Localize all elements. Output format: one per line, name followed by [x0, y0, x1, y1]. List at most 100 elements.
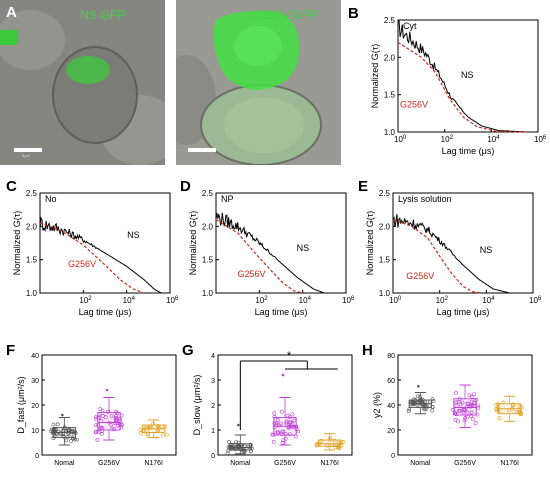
x-tick-label: 102 — [79, 296, 92, 305]
data-point — [453, 417, 458, 422]
y-axis-label: D_slow (μm²/s) — [192, 375, 202, 436]
data-point — [138, 431, 143, 436]
data-point — [280, 440, 285, 445]
y-tick-label: 20 — [31, 403, 39, 410]
data-point — [242, 443, 247, 448]
data-point — [337, 446, 342, 451]
significance-star: * — [287, 350, 292, 362]
data-point — [144, 425, 148, 430]
y-tick-label: 1.0 — [384, 128, 396, 137]
data-point — [272, 425, 277, 430]
data-point — [70, 428, 75, 433]
data-point — [115, 423, 120, 428]
box-chart-h: 0 20 40 60 80 y2 (%) Nomal G256V N176I — [372, 353, 533, 467]
x-category-label: Nomal — [54, 460, 75, 467]
data-point — [454, 400, 459, 405]
data-point — [75, 437, 79, 442]
data-point — [415, 394, 420, 399]
data-point — [496, 402, 500, 407]
x-tick-label: 104 — [482, 296, 495, 305]
data-point — [465, 410, 470, 415]
data-point — [156, 425, 161, 430]
ns-label: NS — [480, 245, 493, 255]
data-point — [457, 409, 462, 413]
data-point — [430, 405, 435, 410]
y-tick-label: 2 — [211, 403, 215, 410]
data-point — [229, 445, 234, 450]
x-tick-label: 106 — [342, 296, 355, 305]
x-tick-label: 106 — [166, 296, 179, 305]
ns-label: NS — [127, 230, 140, 240]
data-point — [96, 430, 101, 435]
micrograph-g256v-gfp: G256V-GFP — [176, 0, 341, 165]
data-point — [494, 407, 499, 411]
y-tick-label: 3 — [211, 378, 215, 385]
micrograph-ns-gfp: NS-GFP 5μm — [0, 0, 165, 165]
data-point — [462, 418, 467, 423]
data-point — [141, 428, 145, 433]
data-point — [466, 401, 471, 406]
data-point — [454, 412, 459, 417]
data-point — [270, 432, 275, 437]
data-point — [100, 429, 104, 434]
data-point — [271, 440, 276, 444]
data-point — [71, 436, 75, 441]
outlier-point — [417, 384, 420, 388]
data-point — [119, 423, 124, 427]
data-point — [473, 421, 478, 426]
x-axis-label: Lag time (μs) — [79, 307, 132, 317]
data-point — [114, 418, 118, 423]
x-category-label: G256V — [98, 460, 120, 467]
data-point — [341, 439, 345, 444]
y-tick-label: 30 — [31, 378, 39, 385]
data-point — [286, 425, 291, 429]
box-n176i — [318, 439, 342, 447]
data-point — [424, 404, 429, 409]
plot-frame — [215, 192, 347, 294]
data-point — [164, 432, 169, 437]
g256v-label: G256V — [238, 269, 266, 279]
x-tick-label: 102 — [441, 135, 454, 144]
data-point — [94, 415, 98, 420]
data-point — [283, 432, 288, 437]
data-point — [95, 438, 100, 442]
data-point — [50, 427, 54, 432]
x-tick-label: 104 — [299, 296, 312, 305]
data-point — [469, 394, 474, 399]
data-point — [233, 447, 238, 452]
data-point — [138, 427, 143, 432]
micrograph-label-g256v: G256V-GFP — [252, 8, 318, 22]
data-point — [99, 419, 104, 424]
data-point — [501, 400, 506, 405]
y-tick-label: 80 — [387, 353, 395, 360]
data-point — [109, 422, 113, 427]
data-point — [494, 408, 499, 413]
y-tick-label: 0 — [211, 453, 215, 460]
data-point — [279, 409, 284, 414]
data-point — [468, 403, 473, 408]
data-point — [100, 431, 104, 436]
data-point — [114, 409, 119, 414]
data-point — [248, 449, 253, 454]
data-point — [469, 413, 473, 418]
y-tick-label: 2.5 — [26, 189, 38, 198]
outlier-point — [281, 373, 285, 377]
data-point — [236, 440, 241, 445]
x-tick-label: 104 — [487, 135, 500, 144]
x-axis-label: Lag time (μs) — [255, 307, 308, 317]
data-point — [514, 409, 519, 414]
data-point — [288, 420, 293, 425]
data-point — [155, 429, 160, 434]
y-tick-label: 2.0 — [379, 222, 391, 231]
y-tick-label: 2.5 — [202, 189, 214, 198]
y-tick-label: 0 — [35, 453, 39, 460]
ns-curve — [397, 20, 527, 133]
scale-bar — [14, 148, 42, 152]
plot-frame — [392, 192, 534, 294]
data-point — [96, 422, 101, 427]
y-tick-label: 40 — [387, 403, 395, 410]
data-point — [283, 436, 288, 441]
x-category-label: N176I — [144, 460, 163, 467]
data-point — [510, 403, 515, 408]
data-point — [293, 424, 298, 429]
